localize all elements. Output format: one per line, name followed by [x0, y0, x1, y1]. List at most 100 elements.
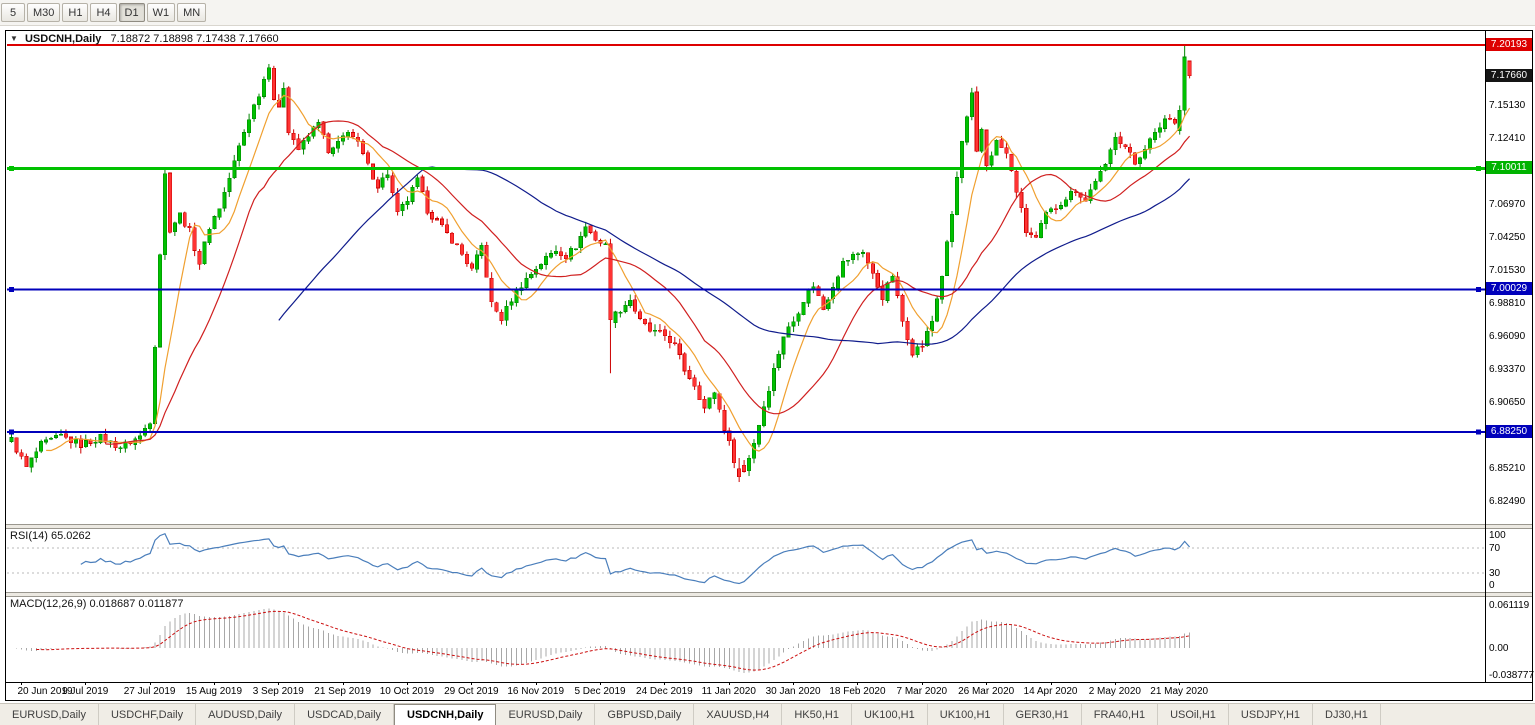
- chart-ohlc-values: 7.18872 7.18898 7.17438 7.17660: [110, 33, 279, 45]
- chart-symbol-label: USDCNH,Daily: [24, 33, 102, 45]
- chart-tab-usoil-h1[interactable]: USOil,H1: [1158, 704, 1229, 725]
- rsi-label: RSI(14) 65.0262: [10, 530, 91, 542]
- moving-average-55: [278, 166, 1191, 345]
- date-axis-tick: [857, 682, 859, 685]
- chart-tab-usdcad-daily[interactable]: USDCAD,Daily: [295, 704, 395, 725]
- price-tag: 7.20193: [1486, 38, 1532, 51]
- date-axis-label: 26 Mar 2020: [958, 686, 1015, 697]
- price-tag: 7.00029: [1486, 282, 1532, 296]
- chart-tab-hk50-h1[interactable]: HK50,H1: [782, 704, 852, 725]
- date-axis-label: 24 Dec 2019: [636, 686, 693, 697]
- timeframe-button-5[interactable]: 5: [1, 3, 25, 22]
- price-tag: 7.17660: [1486, 68, 1532, 82]
- chart-tab-usdcnh-daily[interactable]: USDCNH,Daily: [394, 704, 497, 725]
- pane-splitter[interactable]: [6, 592, 1532, 597]
- macd-signal-line: [36, 610, 1190, 671]
- price-axis-tick: 6.93370: [1489, 363, 1526, 375]
- date-axis-tick: [278, 682, 280, 685]
- date-axis-label: 15 Aug 2019: [185, 686, 243, 697]
- date-axis-label: 21 Sep 2019: [314, 686, 371, 697]
- chart-tab-eurusd-daily[interactable]: EURUSD,Daily: [0, 704, 99, 725]
- chart-tab-gbpusd-daily[interactable]: GBPUSD,Daily: [595, 704, 695, 725]
- price-axis-tick: 6.96090: [1489, 331, 1526, 342]
- price-chart-canvas[interactable]: [6, 31, 1532, 700]
- rsi-axis-tick: 70: [1489, 542, 1501, 554]
- price-axis-tick: 6.82490: [1489, 495, 1526, 507]
- price-axis-tick: 7.04250: [1489, 232, 1526, 244]
- moving-average-8: [46, 94, 1191, 452]
- date-axis-label: 30 Jan 2020: [765, 686, 821, 697]
- price-axis-tick: 7.15130: [1489, 100, 1526, 112]
- price-axis-divider: [1485, 31, 1486, 682]
- date-axis-label: 10 Oct 2019: [379, 686, 435, 697]
- rsi-axis-tick: 30: [1489, 568, 1501, 580]
- date-axis-tick: [1114, 682, 1116, 685]
- price-axis-tick: 7.06970: [1489, 199, 1526, 211]
- timeframe-button-d1[interactable]: D1: [118, 3, 145, 22]
- chart-tab-ger30-h1[interactable]: GER30,H1: [1004, 704, 1082, 725]
- date-axis-tick: [535, 682, 537, 685]
- macd-axis-tick: 0.00: [1489, 643, 1509, 654]
- date-axis-tick: [20, 682, 22, 685]
- price-axis-tick: 7.01530: [1489, 265, 1526, 277]
- chart-tab-eurusd-daily[interactable]: EURUSD,Daily: [496, 704, 596, 725]
- timeframe-button-h4[interactable]: H4: [90, 3, 117, 22]
- chart-window[interactable]: ▼ USDCNH,Daily 7.18872 7.18898 7.17438 7…: [5, 30, 1535, 701]
- rsi-axis-tick: 0: [1489, 580, 1495, 591]
- chart-tab-uk100-h1[interactable]: UK100,H1: [928, 704, 1004, 725]
- symbol-dropdown-icon[interactable]: ▼: [10, 34, 18, 43]
- price-axis-tick: 6.90650: [1489, 396, 1526, 408]
- chart-tab-dj30-h1[interactable]: DJ30,H1: [1313, 704, 1381, 725]
- chart-tab-usdjpy-h1[interactable]: USDJPY,H1: [1229, 704, 1314, 725]
- date-axis-tick: [728, 682, 730, 685]
- timeframe-toolbar: 5 M30 H1 H4 D1 W1 MN: [0, 0, 1535, 26]
- date-axis-tick: [407, 682, 408, 685]
- date-axis-tick: [600, 682, 602, 685]
- date-axis-tick: [342, 682, 344, 685]
- date-axis-tick: [85, 682, 87, 685]
- date-axis-label: 3 Sep 2019: [252, 686, 304, 697]
- date-axis-tick: [1179, 682, 1181, 685]
- chart-tab-xauusd-h4[interactable]: XAUUSD,H4: [694, 704, 783, 725]
- chart-tab-uk100-h1[interactable]: UK100,H1: [852, 704, 928, 725]
- rsi-line: [80, 532, 1191, 585]
- date-axis-label: 14 Apr 2020: [1023, 686, 1078, 697]
- price-tag: 6.88250: [1486, 424, 1532, 438]
- timeframe-button-w1[interactable]: W1: [146, 3, 176, 22]
- date-axis-tick: [986, 682, 988, 685]
- date-axis-tick: [921, 682, 923, 685]
- date-axis-label: 16 Nov 2019: [507, 686, 565, 697]
- date-axis-label: 9 Jul 2019: [62, 686, 109, 697]
- macd-label: MACD(12,26,9) 0.018687 0.011877: [10, 598, 184, 610]
- date-axis-tick: [149, 682, 151, 685]
- chart-tab-bar: EURUSD,Daily USDCHF,Daily AUDUSD,Daily USDC…: [0, 703, 1535, 725]
- macd-axis-tick: 0.061119: [1489, 600, 1530, 612]
- price-axis-tick: 6.98810: [1489, 298, 1526, 310]
- timeframe-button-m30[interactable]: M30: [27, 3, 61, 22]
- timeframe-button-h1[interactable]: H1: [62, 3, 89, 22]
- moving-average-20: [105, 120, 1191, 445]
- date-axis-label: 27 Jul 2019: [123, 686, 176, 697]
- date-axis-label: 29 Oct 2019: [444, 686, 499, 697]
- date-axis-label: 2 May 2020: [1088, 686, 1141, 697]
- date-axis-tick: [664, 682, 666, 685]
- date-axis-label: 5 Dec 2019: [574, 686, 626, 697]
- rsi-axis-tick: 100: [1489, 530, 1506, 541]
- chart-tab-fra40-h1[interactable]: FRA40,H1: [1082, 704, 1159, 725]
- price-axis-tick: 6.85210: [1489, 462, 1526, 474]
- date-axis-tick: [471, 682, 473, 685]
- macd-axis-tick: -0.038777: [1489, 670, 1535, 681]
- chart-tab-usdchf-daily[interactable]: USDCHF,Daily: [99, 704, 197, 725]
- date-axis-label: 18 Feb 2020: [829, 686, 886, 697]
- date-axis-tick: [793, 682, 795, 685]
- chart-tab-audusd-daily[interactable]: AUDUSD,Daily: [196, 704, 296, 725]
- date-axis-label: 7 Mar 2020: [896, 686, 948, 697]
- date-axis-tick: [1050, 682, 1052, 685]
- date-axis-tick: [213, 682, 215, 685]
- date-axis-label: 20 Jun 2019: [17, 686, 73, 697]
- price-tag: 7.10011: [1486, 161, 1532, 175]
- timeframe-button-mn[interactable]: MN: [177, 3, 207, 22]
- pane-splitter[interactable]: [6, 524, 1532, 529]
- date-axis-border: [6, 682, 1532, 683]
